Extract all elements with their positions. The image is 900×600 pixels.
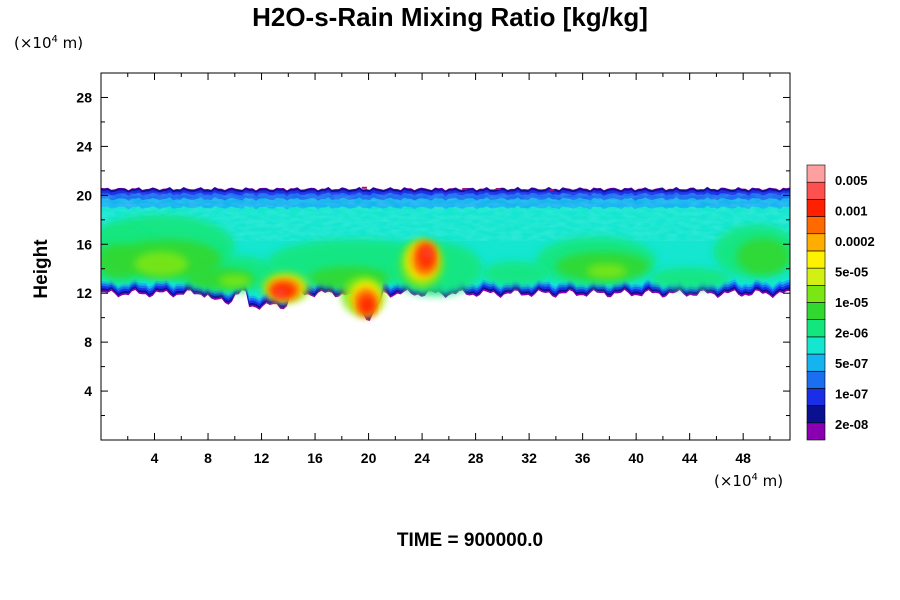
field-blob [218,274,251,288]
colorbar-label: 2e-06 [835,326,868,341]
x-tick-label: 32 [521,450,537,466]
y-tick-label: 20 [76,187,92,203]
field-speckle [462,187,468,190]
colorbar-swatch [806,216,826,235]
field-blob [134,251,188,277]
colorbar: 0.005 0.001 0.0002 5e-05 1e-05 2e-06 5e-07 1e-0… [806,164,875,441]
x-axis: 4 8 12 16 20 24 28 32 36 40 44 48 [127,73,771,466]
field-speckle [549,189,555,192]
colorbar-swatch [806,388,826,406]
y-tick-label: 4 [84,383,92,399]
y-tick-label: 24 [76,138,92,154]
time-annotation: TIME = 900000.0 [396,530,544,551]
colorbar-swatch [806,164,826,183]
colorbar-swatch [806,405,826,424]
colorbar-swatch [806,267,826,286]
x-tick-label: 16 [307,450,323,466]
x-tick-label: 28 [468,450,484,466]
y-tick-label: 16 [76,236,92,252]
colorbar-label: 1e-05 [835,295,868,310]
colorbar-swatch [806,370,826,389]
x-tick-label: 8 [204,450,212,466]
x-tick-label: 44 [682,450,698,466]
field-blob [586,263,627,279]
colorbar-swatch [806,285,826,303]
colorbar-label: 0.005 [835,173,868,188]
mixing-ratio-field [101,186,790,321]
y-tick-label: 8 [84,334,92,350]
colorbar-swatch [806,233,826,252]
field-blob [649,267,730,290]
x-tick-label: 48 [735,450,751,466]
colorbar-label: 1e-07 [835,387,868,402]
plot-frame [100,72,791,441]
y-tick-label: 28 [76,89,92,105]
colorbar-label: 0.0002 [835,234,875,249]
y-unit-label: (×104 m) [14,34,84,52]
field-speckle [495,187,501,190]
x-tick-label: 40 [628,450,644,466]
colorbar-label: 0.001 [835,204,868,219]
field-blob [359,295,376,316]
x-tick-label: 36 [575,450,591,466]
chart-title: H2O-s-Rain Mixing Ratio [kg/kg] [252,2,648,32]
x-tick-label: 12 [254,450,270,466]
y-tick-label: 12 [76,285,92,301]
x-tick-label: 20 [361,450,377,466]
x-tick-label: 24 [414,450,430,466]
field-blob [736,238,790,275]
colorbar-swatch [806,336,826,355]
colorbar-label: 2e-08 [835,417,868,432]
colorbar-label: 5e-07 [835,356,868,371]
colorbar-swatch [806,250,826,269]
colorbar-label: 5e-05 [835,265,868,280]
field-blob [101,244,140,279]
y-axis: 4 8 12 16 20 24 28 [76,89,790,417]
colorbar-swatch [806,181,826,200]
field-blob [482,261,550,286]
field-speckle [361,186,367,189]
field-blob [423,247,432,258]
field-blob [274,289,286,297]
colorbar-swatch [806,302,826,320]
colorbar-swatch [806,319,826,338]
colorbar-swatch [806,353,826,372]
colorbar-swatch [806,199,826,217]
x-tick-label: 4 [151,450,159,466]
colorbar-swatch [806,422,826,441]
x-unit-label: (×104 m) [714,472,784,490]
